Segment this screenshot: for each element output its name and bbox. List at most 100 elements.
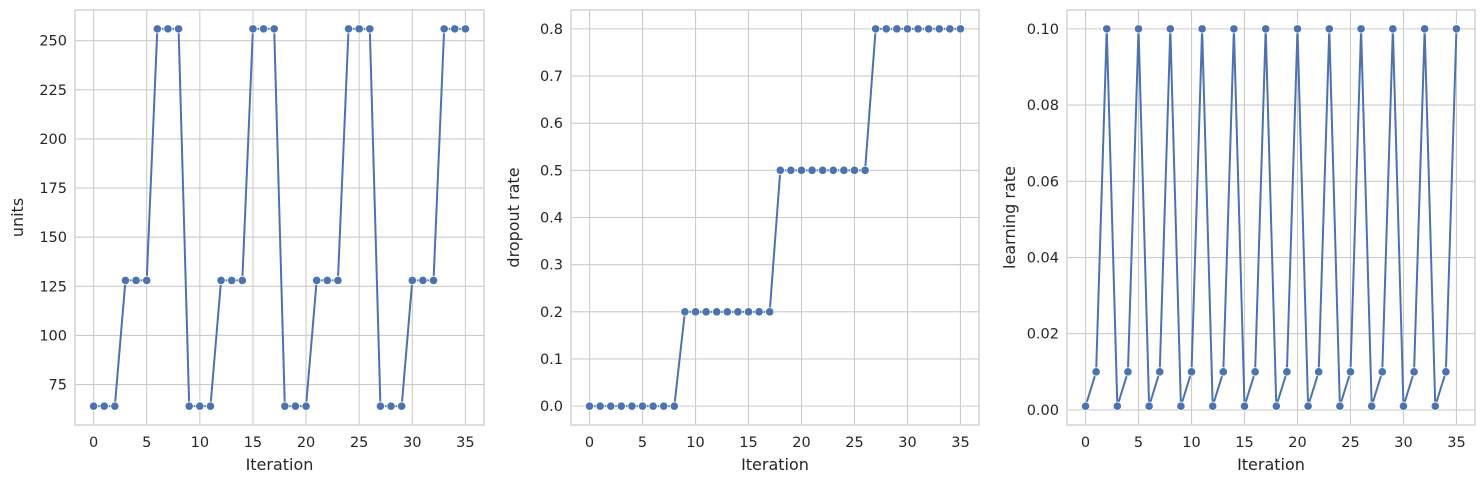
data-point [375, 401, 386, 411]
learning-rate-subplot: 0 5 10 15 20 25 30 35 0.00 0.02 0.04 0.06 0.08 0.10 It… [1000, 9, 1476, 474]
data-point [312, 275, 322, 285]
data-point [1388, 24, 1398, 34]
y-axis-label: units [8, 198, 27, 237]
x-tick-label: 35 [456, 435, 474, 451]
data-point [163, 24, 173, 34]
data-point [322, 275, 332, 285]
data-point [913, 24, 923, 34]
y-axis-label: dropout rate [504, 167, 523, 267]
x-axis-label: Iteration [246, 455, 314, 474]
y-tick-label: 0.00 [1027, 403, 1059, 419]
y-tick-label: 175 [39, 181, 67, 197]
y-tick-label: 0.4 [540, 211, 563, 227]
data-point [152, 24, 162, 34]
data-point [902, 24, 913, 34]
data-point [722, 307, 732, 317]
data-point [881, 24, 891, 34]
data-point [1377, 367, 1387, 377]
data-point [1102, 24, 1112, 34]
x-tick-label: 5 [1134, 435, 1143, 451]
data-point [796, 165, 807, 175]
data-point [428, 275, 439, 285]
data-point [173, 24, 184, 34]
x-axis-label: Iteration [741, 455, 809, 474]
x-tick-label: 0 [89, 435, 98, 451]
data-point [407, 275, 417, 285]
data-point [1208, 401, 1218, 411]
data-point [1186, 367, 1197, 377]
data-point [616, 401, 626, 411]
y-axis-label: learning rate [1000, 166, 1019, 269]
data-point [1420, 24, 1430, 34]
data-point [701, 307, 711, 317]
axes-frame [74, 9, 485, 426]
x-tick-label: 15 [244, 435, 262, 451]
data-point [333, 275, 343, 285]
data-point [945, 24, 955, 34]
x-tick-label: 0 [1081, 435, 1090, 451]
x-tick-label: 10 [1182, 435, 1200, 451]
x-axis-label: Iteration [1237, 455, 1305, 474]
y-tick-label: 0.7 [540, 69, 563, 85]
x-tick-label: 25 [350, 435, 368, 451]
data-point [754, 307, 764, 317]
data-point [690, 307, 701, 317]
data-point [216, 275, 226, 285]
data-point [892, 24, 902, 34]
series-line [1084, 27, 1458, 408]
y-tick-label: 150 [39, 230, 67, 246]
data-point [818, 165, 828, 175]
y-tick-label: 0.5 [540, 163, 563, 179]
data-point [860, 165, 870, 175]
data-point [1271, 401, 1281, 411]
y-tick-label: 100 [39, 328, 67, 344]
data-point [1430, 401, 1440, 411]
data-point [1324, 24, 1334, 34]
x-tick-label: 25 [1341, 435, 1359, 451]
data-point [1398, 401, 1409, 411]
data-point [955, 24, 966, 34]
y-tick-label: 0.02 [1027, 327, 1059, 343]
x-tick-label: 30 [403, 435, 421, 451]
data-point [712, 307, 722, 317]
x-tick-label: 10 [686, 435, 704, 451]
data-point [1314, 367, 1324, 377]
data-point [807, 165, 817, 175]
data-point [205, 401, 216, 411]
data-point [1144, 401, 1154, 411]
data-point [88, 401, 99, 411]
data-point [1345, 367, 1356, 377]
data-point [280, 401, 290, 411]
data-point [227, 275, 237, 285]
data-point [120, 275, 131, 285]
data-point [301, 401, 311, 411]
x-tick-label: 35 [951, 435, 969, 451]
data-point [110, 401, 120, 411]
data-point [131, 275, 141, 285]
data-point [1197, 24, 1207, 34]
data-point [142, 275, 152, 285]
data-point [849, 165, 860, 175]
data-point [786, 165, 796, 175]
data-point [1335, 401, 1345, 411]
data-point [637, 401, 648, 411]
data-point [290, 401, 301, 411]
x-tick-label: 5 [142, 435, 151, 451]
data-point [354, 24, 364, 34]
data-point [195, 401, 205, 411]
data-point [669, 401, 679, 411]
data-point [1080, 401, 1091, 411]
data-point [1356, 24, 1366, 34]
data-point [648, 401, 658, 411]
data-point [627, 401, 637, 411]
data-point [1112, 401, 1122, 411]
y-tick-label: 200 [39, 132, 67, 148]
data-point [775, 165, 785, 175]
x-tick-label: 20 [792, 435, 810, 451]
y-tick-label: 75 [49, 378, 67, 394]
x-tick-label: 15 [1235, 435, 1253, 451]
data-point [386, 401, 396, 411]
data-point [1165, 24, 1175, 34]
y-tick-label: 0.3 [540, 258, 563, 274]
data-point [237, 275, 247, 285]
